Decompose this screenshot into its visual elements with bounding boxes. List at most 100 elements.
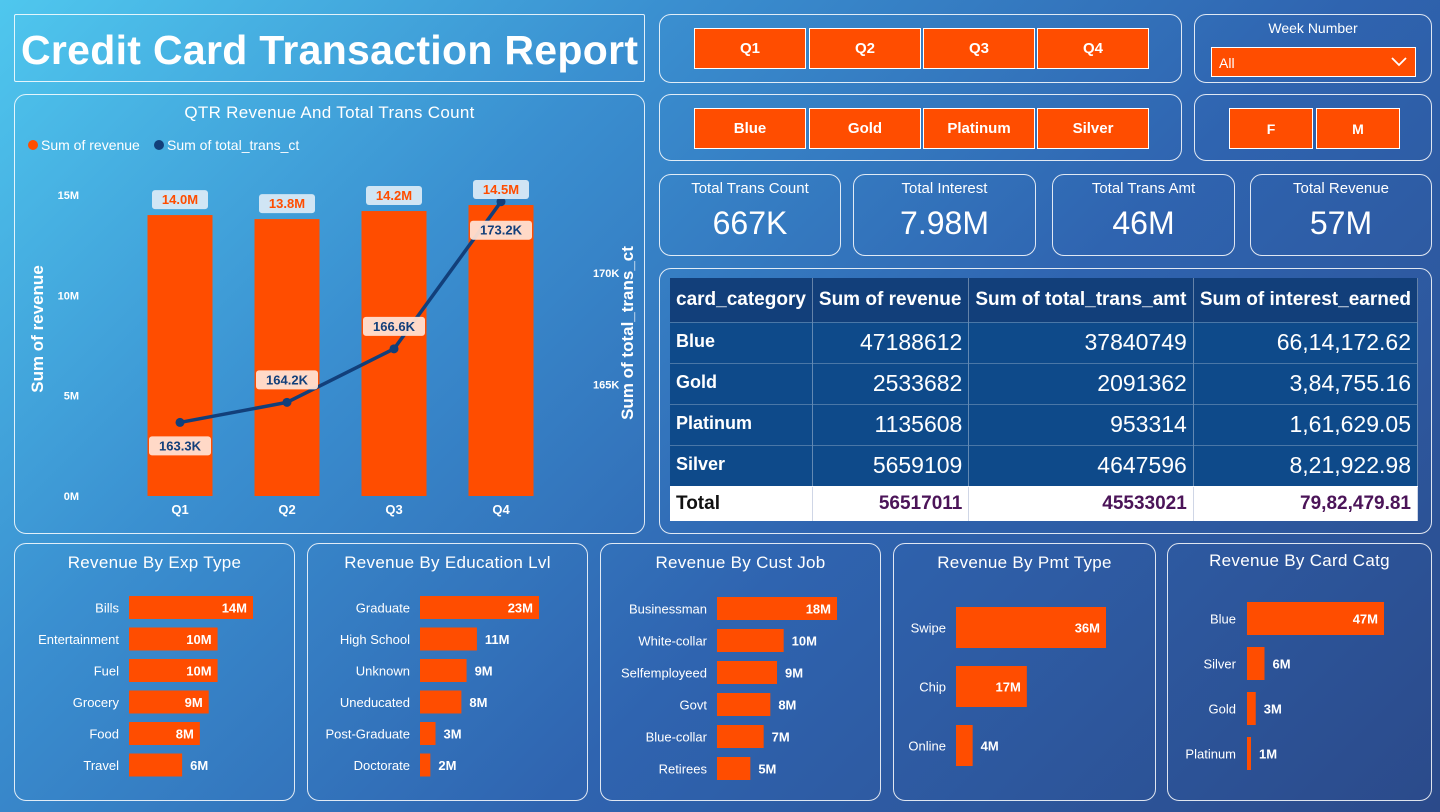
bar — [717, 725, 764, 748]
data-label: 18M — [806, 602, 831, 617]
category-label: Graduate — [356, 601, 410, 616]
data-label: 3M — [1264, 702, 1282, 717]
table-cell: 66,14,172.62 — [1193, 321, 1419, 363]
bar — [420, 722, 436, 745]
gender-button-f[interactable]: F — [1229, 108, 1313, 149]
table-cell: 3,84,755.16 — [1193, 362, 1419, 404]
quarter-button-q4[interactable]: Q4 — [1037, 28, 1149, 69]
bar — [717, 597, 837, 620]
trans-count-data-label: 163.3K — [159, 438, 202, 453]
quarter-button-q1[interactable]: Q1 — [694, 28, 806, 69]
bar — [129, 690, 209, 714]
x-tick-label: Q4 — [492, 502, 510, 517]
data-label: 10M — [186, 632, 211, 647]
data-label-bg — [149, 436, 211, 456]
bar — [1247, 602, 1384, 635]
table-row[interactable]: Blue 47188612 37840749 66,14,172.62 — [670, 321, 1419, 363]
table-row[interactable]: Silver 5659109 4647596 8,21,922.98 — [670, 444, 1419, 486]
table-header[interactable]: Sum of total_trans_amt — [968, 278, 1194, 322]
card-button-platinum[interactable]: Platinum — [923, 108, 1035, 149]
trans-count-point — [389, 344, 399, 354]
x-tick-label: Q3 — [385, 502, 402, 517]
category-label: Online — [908, 739, 946, 754]
table-cell: 1,61,629.05 — [1193, 403, 1419, 445]
kpi-total-revenue: Total Revenue 57M — [1250, 174, 1432, 256]
revenue-data-label: 14.0M — [162, 192, 198, 207]
data-label: 9M — [475, 664, 493, 679]
bar — [129, 627, 218, 651]
data-label: 9M — [785, 666, 803, 681]
card-button-silver[interactable]: Silver — [1037, 108, 1149, 149]
category-label: Unknown — [356, 664, 410, 679]
table-row[interactable]: Gold 2533682 2091362 3,84,755.16 — [670, 362, 1419, 404]
card-button-blue[interactable]: Blue — [694, 108, 806, 149]
chevron-down-icon — [1391, 57, 1407, 67]
kpi-value: 46M — [1112, 205, 1175, 241]
chart-title: Revenue By Education Lvl — [344, 553, 551, 572]
table-cell: Gold — [670, 362, 813, 404]
table-cell: 953314 — [968, 403, 1194, 445]
data-label: 10M — [186, 664, 211, 679]
quarter-button-q3[interactable]: Q3 — [923, 28, 1035, 69]
category-label: Selfemployeed — [621, 666, 707, 681]
data-label: 47M — [1353, 612, 1378, 627]
category-label: High School — [340, 632, 410, 647]
category-label: Post-Graduate — [325, 727, 410, 742]
table-cell: Platinum — [670, 403, 813, 445]
page-title: Credit Card Transaction Report — [21, 27, 639, 73]
education-chart-panel: Revenue By Education Lvl Graduate 23M High… — [307, 543, 588, 801]
gender-button-m[interactable]: M — [1316, 108, 1400, 149]
table-row[interactable]: Platinum 1135608 953314 1,61,629.05 — [670, 403, 1419, 445]
kpi-label: Total Revenue — [1293, 180, 1389, 197]
card-button-gold[interactable]: Gold — [809, 108, 921, 149]
chart-title: QTR Revenue And Total Trans Count — [184, 103, 475, 122]
data-label: 8M — [176, 727, 194, 742]
data-label: 10M — [792, 634, 817, 649]
table-cell: 1135608 — [812, 403, 970, 445]
bar — [956, 666, 1027, 707]
category-label: White-collar — [638, 634, 707, 649]
legend-label: Sum of total_trans_ct — [167, 137, 299, 153]
bar — [420, 627, 477, 651]
quarter-button-q2[interactable]: Q2 — [809, 28, 921, 69]
bar — [1247, 692, 1256, 725]
kpi-value: 667K — [712, 205, 788, 241]
trans-count-point — [496, 197, 506, 207]
y-tick-label: 15M — [58, 190, 79, 202]
bar — [717, 757, 751, 780]
bar — [1247, 647, 1265, 680]
data-label-bg — [366, 186, 422, 206]
week-dropdown[interactable]: All — [1211, 47, 1416, 77]
table-header[interactable]: Sum of interest_earned — [1193, 278, 1419, 322]
chart-title: Revenue By Exp Type — [67, 553, 242, 572]
revenue-bar — [254, 219, 320, 496]
data-label: 8M — [469, 695, 487, 710]
kpi-label: Total Interest — [901, 180, 988, 197]
week-dropdown-value: All — [1219, 55, 1235, 71]
card-catg-bar-chart: Blue 47M Silver 6M Gold 3M Platinum 1M — [1185, 602, 1384, 770]
data-label: 23M — [508, 601, 533, 616]
category-label: Platinum — [1185, 747, 1236, 762]
gender-slicer: F M — [1194, 94, 1432, 161]
trans-count-data-label: 164.2K — [266, 372, 309, 387]
qtr-chart-panel: QTR Revenue And Total Trans Count Sum of… — [14, 94, 645, 534]
category-label: Food — [89, 727, 119, 742]
bar — [956, 725, 973, 766]
table-header[interactable]: Sum of revenue — [812, 278, 970, 322]
trans-count-point — [175, 417, 185, 427]
cust-job-chart-panel: Revenue By Cust Job Businessman 18M White-… — [600, 543, 881, 801]
table-cell: 47188612 — [812, 321, 970, 363]
y2-axis-title: Sum of total_trans_ct — [618, 246, 637, 420]
category-label: Blue-collar — [646, 730, 708, 745]
data-label: 9M — [185, 695, 203, 710]
education-bar-chart: Graduate 23M High School 11M Unknown 9M Uneduc… — [325, 596, 539, 777]
bar — [1247, 737, 1251, 770]
pmt-type-chart-panel: Revenue By Pmt Type Swipe 36M Chip 17M Onlin… — [893, 543, 1156, 801]
card-category-table: card_category Sum of revenue Sum of tota… — [670, 278, 1419, 521]
data-label-bg — [259, 194, 315, 214]
card-slicer: Blue Gold Platinum Silver — [659, 94, 1182, 161]
y-axis-title: Sum of revenue — [28, 265, 47, 393]
y-tick-label: 5M — [64, 391, 79, 403]
table-header[interactable]: card_category — [670, 278, 813, 322]
week-slicer-label: Week Number — [1268, 20, 1358, 36]
